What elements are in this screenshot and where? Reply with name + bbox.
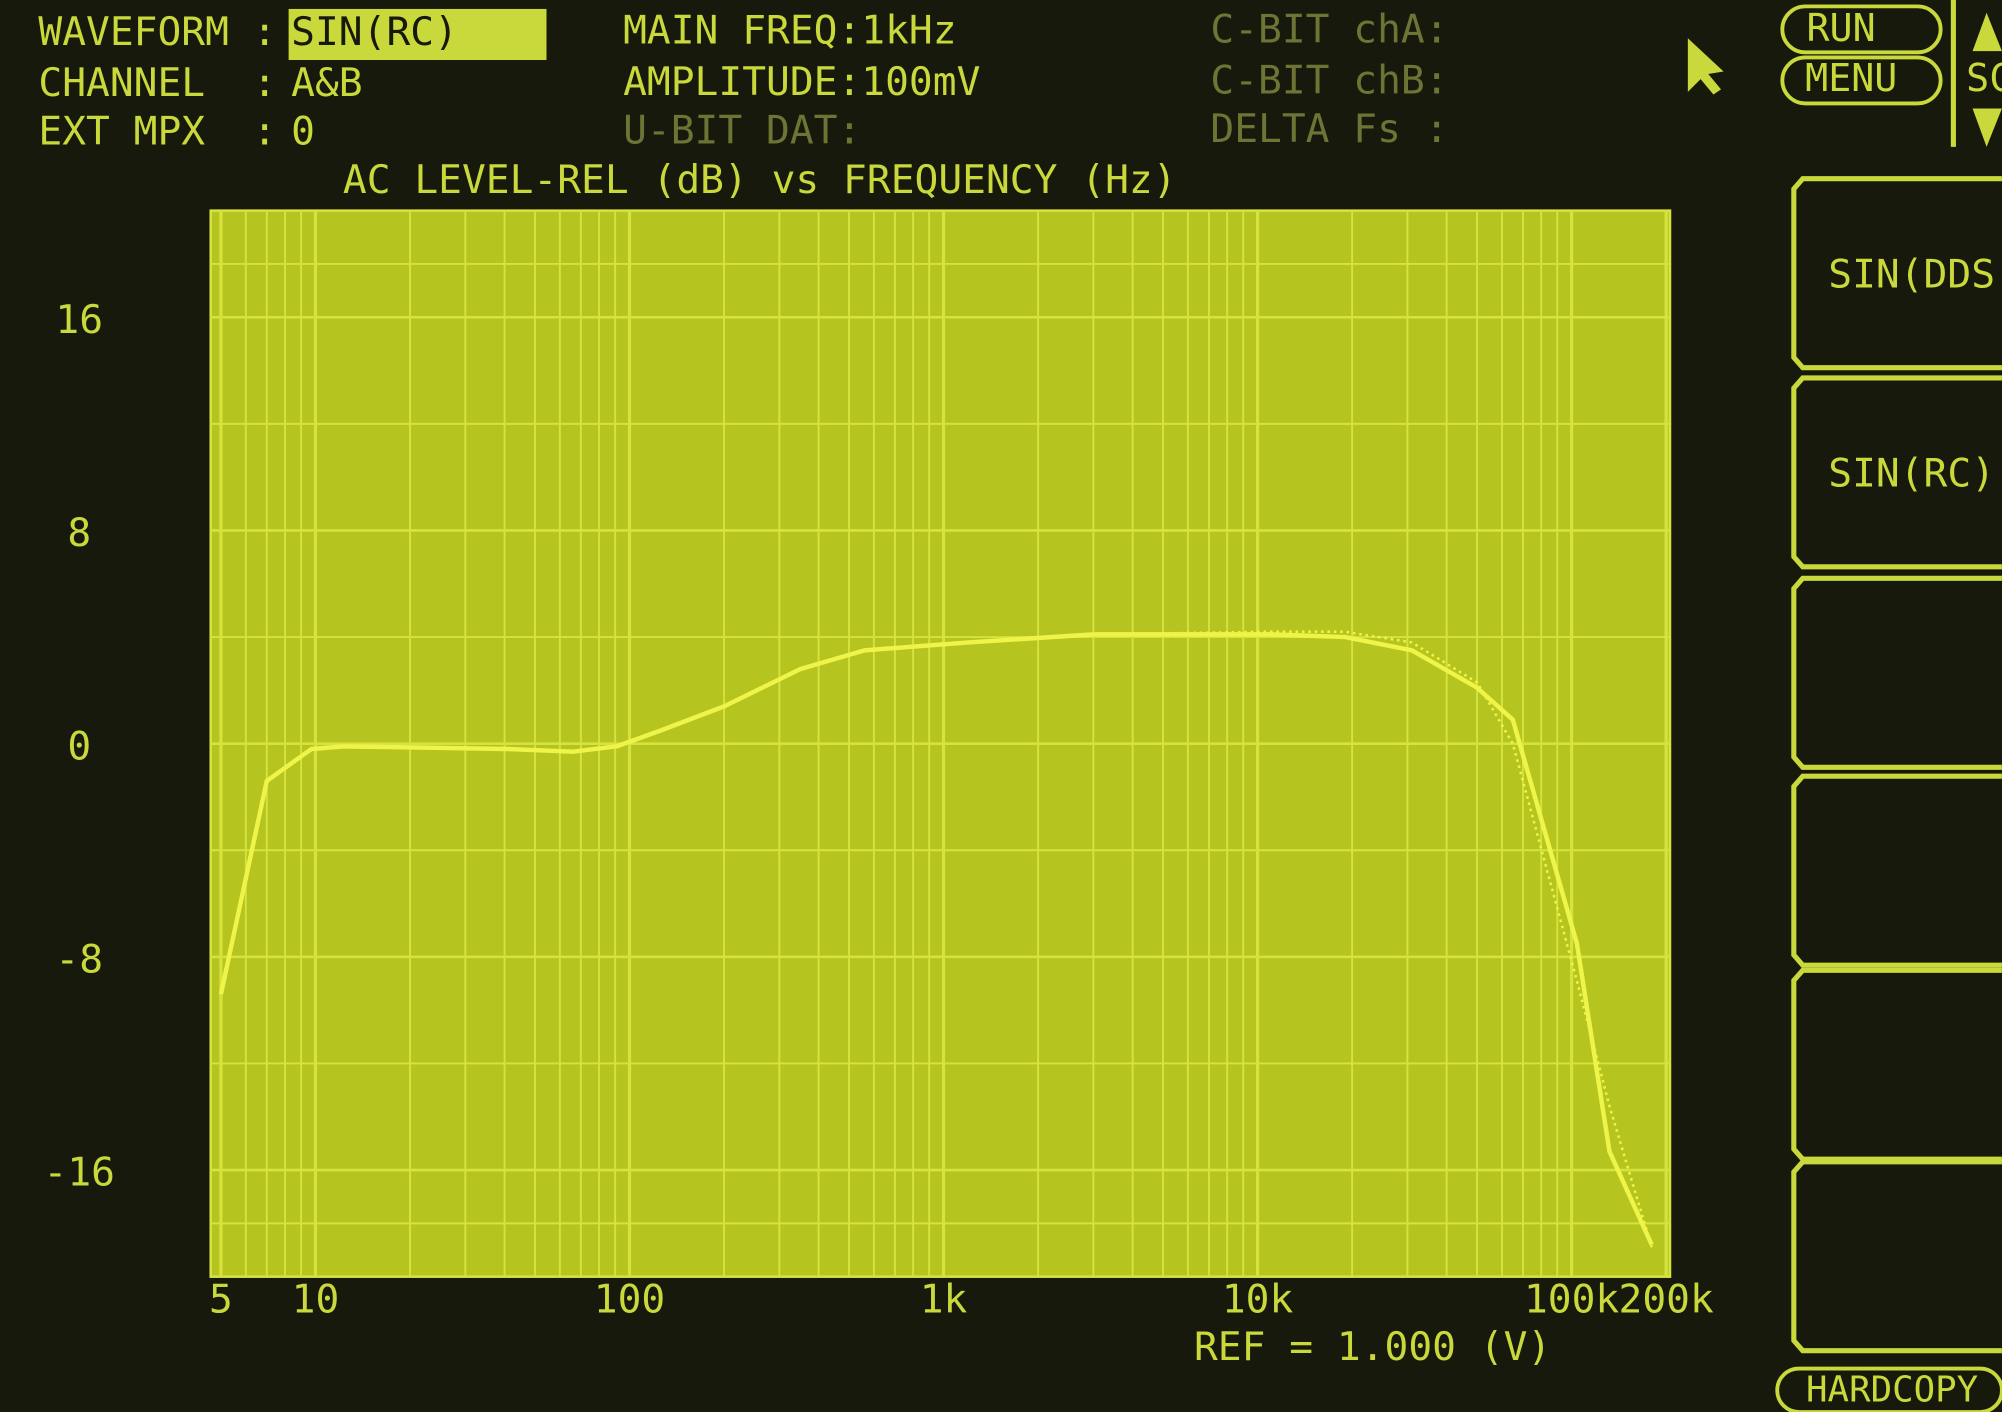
- status-field: C-BIT chB:: [1210, 57, 1448, 103]
- scroll-up[interactable]: [1972, 12, 2002, 52]
- softkey[interactable]: [1791, 375, 2002, 570]
- y-tick-label: 0: [67, 723, 91, 769]
- hardcopy-label[interactable]: HARDCOPY: [1806, 1370, 1978, 1411]
- softkey-panel: SIN(DDS) SIN(RC): [1791, 176, 2002, 1354]
- reference-label: REF = 1.000 (V): [1194, 1324, 1551, 1370]
- status-field: DELTA Fs :: [1210, 106, 1448, 152]
- field-value: A&B: [291, 60, 362, 106]
- series-line: [219, 630, 1653, 1248]
- status-field: C-BIT chA:: [1210, 6, 1448, 52]
- scroll-label: SC: [1966, 56, 2002, 101]
- field-label: WAVEFORM :: [38, 9, 276, 55]
- waveform-highlight: [288, 8, 547, 61]
- field-value: 0: [291, 109, 315, 155]
- x-tick-label: 10k: [1222, 1277, 1294, 1323]
- field-label: EXT MPX :: [38, 109, 276, 155]
- menu-button[interactable]: [1780, 55, 1943, 106]
- y-tick-label: -16: [44, 1150, 115, 1196]
- x-tick-label: 10: [292, 1277, 340, 1323]
- x-tick-label: 100: [594, 1277, 665, 1323]
- x-tick-label: 5: [209, 1277, 233, 1323]
- scroll-down[interactable]: [1972, 108, 2002, 147]
- x-tick-label: 200k: [1619, 1277, 1714, 1323]
- softkey[interactable]: [1791, 575, 2002, 770]
- softkey[interactable]: [1791, 176, 2002, 371]
- softkey[interactable]: [1791, 967, 2002, 1162]
- field-value: SIN(RC): [291, 9, 458, 55]
- chart-title: AC LEVEL-REL (dB) vs FREQUENCY (Hz): [343, 157, 1177, 203]
- softkey[interactable]: [1791, 1159, 2002, 1354]
- y-tick-label: 8: [67, 510, 91, 556]
- status-field: MAIN FREQ:1kHz: [623, 8, 956, 54]
- softkey-label[interactable]: SIN(DDS): [1828, 252, 2002, 298]
- x-tick-label: 100k: [1524, 1277, 1619, 1323]
- menu-button-label[interactable]: MENU: [1805, 56, 1897, 101]
- run-button-label[interactable]: RUN: [1806, 6, 1875, 51]
- y-tick-label: -8: [55, 936, 103, 982]
- softkey[interactable]: [1791, 773, 2002, 968]
- run-button[interactable]: [1780, 4, 1943, 55]
- x-tick-label: 1k: [920, 1277, 968, 1323]
- y-tick-label: 16: [55, 297, 103, 343]
- status-field: U-BIT DAT:: [623, 107, 861, 153]
- field-label: CHANNEL :: [38, 60, 276, 106]
- pointer-cursor: [1687, 38, 1724, 95]
- status-field: AMPLITUDE:100mV: [623, 59, 980, 105]
- softkey-label[interactable]: SIN(RC): [1828, 451, 1995, 497]
